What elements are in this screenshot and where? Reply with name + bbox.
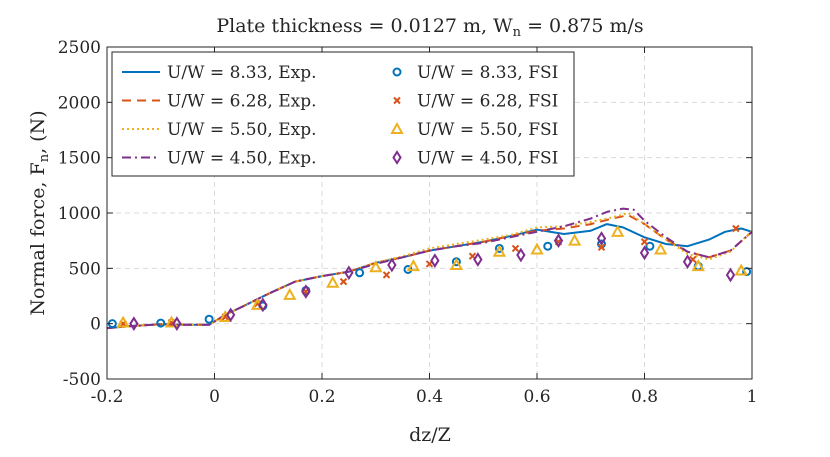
axis-ticks: -0.2 0 0.2 0.4 0.6 0.8 1 -500 0 500 1000 1500 2000 25… xyxy=(58,38,758,407)
scatter-point-2 xyxy=(382,271,391,279)
legend: U/W = 8.33, Exp. U/W = 6.28, Exp. U/W = 5.… xyxy=(111,51,575,177)
y-tick-label: -500 xyxy=(63,370,101,390)
y-tick-label: 1000 xyxy=(58,204,101,224)
scatter-point-2 xyxy=(339,277,348,286)
scatter-point-4 xyxy=(430,253,440,268)
scatter-point-2-stroke xyxy=(511,244,520,253)
x-tick-label: 0.4 xyxy=(416,387,443,407)
scatter-point-4 xyxy=(258,297,268,313)
plot-data xyxy=(106,207,753,332)
scatter-point-4 xyxy=(344,265,354,281)
scatter-point-3 xyxy=(369,260,383,273)
scatter-point-4 xyxy=(682,254,693,270)
legend-label: U/W = 4.50, FSI xyxy=(417,149,558,169)
x-tick-label: 0.8 xyxy=(631,387,658,407)
scatter-point-4 xyxy=(725,267,736,283)
legend-label: U/W = 8.33, FSI xyxy=(417,63,558,83)
y-tick-label: 0 xyxy=(90,315,101,335)
series-line-4 xyxy=(106,207,753,330)
legend-marker-swatch xyxy=(390,121,404,134)
scatter-point-3 xyxy=(567,233,582,246)
scatter-point-4 xyxy=(129,316,139,332)
scatter-point-1 xyxy=(645,241,655,251)
scatter-point-4 xyxy=(225,307,236,323)
scatter-point-4 xyxy=(596,231,607,246)
series-line-3 xyxy=(106,212,753,330)
scatter-point-2 xyxy=(640,238,649,246)
y-tick-label: 500 xyxy=(69,259,101,279)
chart-title-suffix: = 0.875 m/s xyxy=(521,15,644,37)
x-axis-label: dz/Z xyxy=(409,424,451,446)
scatter-point-3 xyxy=(530,242,544,255)
scatter-point-3 xyxy=(116,315,130,328)
scatter-point-4 xyxy=(639,245,650,261)
x-tick-label: 0.6 xyxy=(523,387,550,407)
scatter-point-2-stroke xyxy=(640,238,649,246)
scatter-point-3 xyxy=(406,259,421,272)
scatter-point-1 xyxy=(543,241,553,251)
scatter-point-3 xyxy=(449,257,464,271)
scatter-point-1 xyxy=(355,268,365,278)
y-axis-label-subscript: n xyxy=(37,153,52,162)
legend-label: U/W = 8.33, Exp. xyxy=(167,63,317,83)
legend-marker-swatch-stroke xyxy=(393,96,401,105)
scatter-point-2 xyxy=(511,244,520,253)
scatter-point-2-stroke xyxy=(339,277,348,286)
scatter-point-4 xyxy=(553,233,564,249)
scatter-point-2-stroke xyxy=(468,252,477,260)
scatter-point-3 xyxy=(610,224,625,237)
y-tick-label: 1500 xyxy=(58,149,101,169)
x-tick-label: 0 xyxy=(209,387,220,407)
legend-label: U/W = 6.28, FSI xyxy=(417,92,558,112)
scatter-point-4 xyxy=(301,284,311,299)
scatter-point-3 xyxy=(326,275,340,288)
scatter-point-2-stroke xyxy=(382,271,391,279)
x-tick-label: 0.2 xyxy=(308,387,335,407)
legend-box xyxy=(111,51,575,177)
x-tick-label: -0.2 xyxy=(91,387,124,407)
scatter-point-4 xyxy=(172,316,182,332)
scatter-point-2 xyxy=(732,224,740,233)
scatter-point-3 xyxy=(492,244,507,257)
scatter-point-4 xyxy=(473,252,483,267)
scatter-point-1 xyxy=(204,314,214,324)
y-tick-label: 2500 xyxy=(58,38,101,58)
y-tick-label: 2000 xyxy=(58,93,101,113)
legend-label: U/W = 5.50, Exp. xyxy=(167,120,317,140)
y-axis-label-suffix: , (N) xyxy=(27,110,49,154)
legend-marker-swatch xyxy=(392,150,402,165)
scatter-point-3 xyxy=(283,287,297,300)
scatter-point-3 xyxy=(653,242,668,255)
scatter-point-3 xyxy=(734,263,748,276)
y-axis-label-main: Normal force, F xyxy=(27,162,49,315)
scatter-point-2-stroke xyxy=(732,224,740,233)
legend-label: U/W = 4.50, Exp. xyxy=(167,149,317,169)
scatter-point-1 xyxy=(156,318,166,328)
scatter-point-3 xyxy=(691,259,705,272)
legend-label: U/W = 6.28, Exp. xyxy=(167,92,317,112)
x-tick-label: 1 xyxy=(747,387,758,407)
legend-marker-swatch xyxy=(392,67,402,77)
legend-label: U/W = 5.50, FSI xyxy=(417,120,558,140)
scatter-point-2-stroke xyxy=(597,243,606,252)
scatter-point-4 xyxy=(387,257,397,273)
scatter-point-4 xyxy=(516,247,526,263)
chart-title-main: Plate thickness = 0.0127 m, W xyxy=(216,15,513,37)
chart-title: Plate thickness = 0.0127 m, Wn = 0.875 m… xyxy=(216,15,643,40)
chart-title-subscript: n xyxy=(513,25,522,40)
y-axis-label: Normal force, Fn, (N) xyxy=(27,110,52,315)
scatter-point-2 xyxy=(597,243,606,252)
legend-marker-swatch xyxy=(393,96,401,105)
